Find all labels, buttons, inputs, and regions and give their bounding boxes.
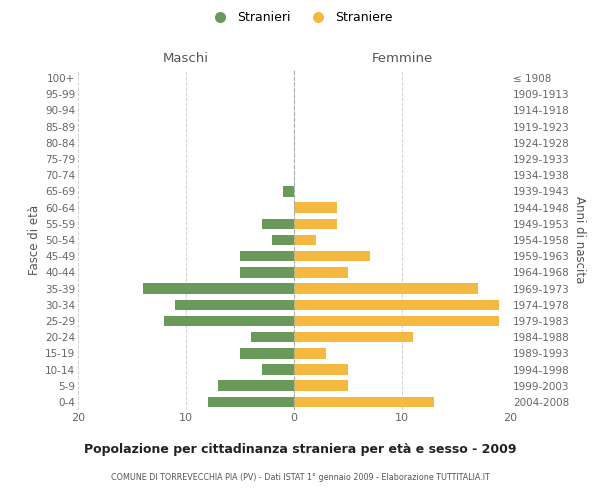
Bar xyxy=(294,284,478,294)
Bar xyxy=(164,316,294,326)
Text: COMUNE DI TORREVECCHIA PIA (PV) - Dati ISTAT 1° gennaio 2009 - Elaborazione TUTT: COMUNE DI TORREVECCHIA PIA (PV) - Dati I… xyxy=(110,472,490,482)
Bar xyxy=(294,202,337,213)
Bar xyxy=(175,300,294,310)
Text: Popolazione per cittadinanza straniera per età e sesso - 2009: Popolazione per cittadinanza straniera p… xyxy=(84,442,516,456)
Bar xyxy=(294,234,316,246)
Bar xyxy=(294,364,348,375)
Bar xyxy=(240,251,294,262)
Bar xyxy=(262,218,294,229)
Bar xyxy=(294,300,499,310)
Legend: Stranieri, Straniere: Stranieri, Straniere xyxy=(202,6,398,29)
Bar xyxy=(240,267,294,278)
Bar xyxy=(294,348,326,358)
Bar xyxy=(262,364,294,375)
Bar xyxy=(283,186,294,196)
Y-axis label: Fasce di età: Fasce di età xyxy=(28,205,41,275)
Bar xyxy=(272,234,294,246)
Bar xyxy=(294,267,348,278)
Y-axis label: Anni di nascita: Anni di nascita xyxy=(573,196,586,284)
Bar xyxy=(251,332,294,342)
Bar xyxy=(294,218,337,229)
Bar xyxy=(294,396,434,407)
Bar xyxy=(294,380,348,391)
Bar xyxy=(208,396,294,407)
Text: Maschi: Maschi xyxy=(163,52,209,65)
Bar xyxy=(143,284,294,294)
Text: Femmine: Femmine xyxy=(371,52,433,65)
Bar xyxy=(294,316,499,326)
Bar xyxy=(218,380,294,391)
Bar xyxy=(240,348,294,358)
Bar xyxy=(294,332,413,342)
Bar xyxy=(294,251,370,262)
